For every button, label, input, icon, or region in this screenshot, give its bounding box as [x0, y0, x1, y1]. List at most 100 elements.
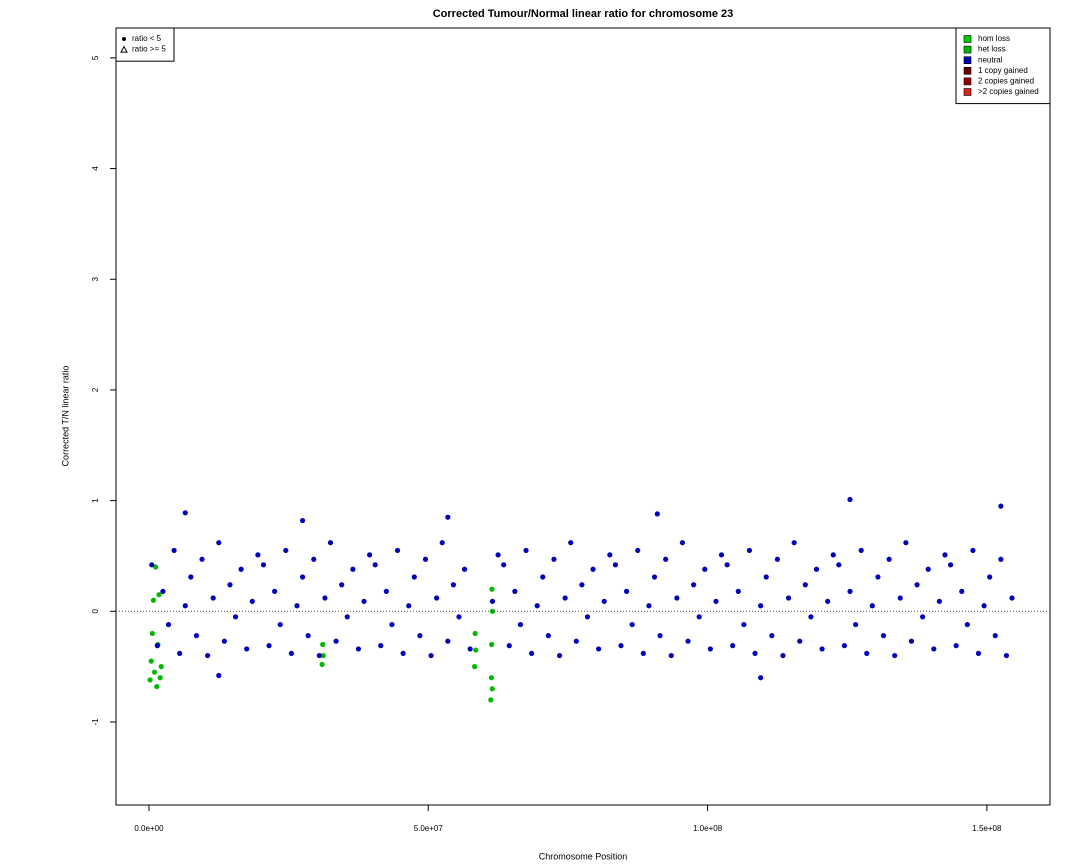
data-point — [149, 562, 155, 568]
data-point — [428, 652, 434, 659]
data-point — [400, 650, 406, 656]
data-point — [501, 562, 507, 568]
legend-label: het loss — [978, 45, 1006, 54]
legend-label: >2 copies gained — [978, 87, 1039, 96]
x-tick-label: 1.0e+08 — [693, 824, 723, 833]
data-point — [864, 650, 870, 656]
data-point — [157, 675, 163, 681]
data-point — [277, 621, 283, 628]
data-point — [797, 638, 803, 644]
data-point — [319, 661, 325, 668]
data-point — [920, 614, 926, 620]
data-point — [562, 595, 568, 601]
data-point — [283, 547, 289, 554]
data-point — [942, 552, 948, 558]
data-point — [780, 652, 786, 659]
data-point — [685, 638, 691, 644]
data-point — [488, 697, 494, 703]
data-point — [568, 540, 574, 546]
data-point — [590, 566, 596, 572]
data-point — [199, 556, 205, 562]
data-point — [908, 638, 915, 644]
data-point — [238, 566, 244, 572]
legend-label: hom loss — [978, 34, 1010, 43]
data-point — [383, 588, 389, 594]
legend-label: ratio < 5 — [132, 34, 162, 43]
data-point — [249, 598, 255, 604]
data-point — [489, 641, 495, 648]
data-point — [311, 556, 317, 562]
data-point — [158, 664, 164, 670]
data-point — [461, 566, 468, 572]
data-point — [618, 643, 624, 649]
data-point — [931, 646, 937, 652]
data-point — [221, 638, 227, 644]
data-point — [758, 675, 764, 681]
data-point — [322, 595, 328, 601]
data-point — [679, 540, 686, 546]
data-point — [473, 647, 479, 653]
legend-label: 1 copy gained — [978, 66, 1028, 75]
data-point — [488, 675, 494, 681]
data-point — [495, 552, 501, 558]
data-point — [975, 650, 982, 656]
data-point — [445, 638, 451, 644]
data-point — [299, 517, 306, 524]
data-point — [992, 633, 998, 639]
data-point — [819, 646, 825, 652]
data-point — [288, 650, 295, 656]
data-point — [741, 621, 747, 628]
data-point — [540, 574, 546, 580]
data-point — [367, 552, 373, 558]
data-point — [355, 646, 362, 652]
data-point — [998, 556, 1004, 562]
legend-marker — [122, 37, 126, 41]
data-point — [467, 646, 473, 652]
data-point — [702, 566, 708, 572]
data-point — [193, 633, 200, 639]
legend-label: neutral — [978, 55, 1003, 64]
data-point — [188, 574, 194, 580]
data-point — [450, 582, 457, 588]
data-point — [205, 652, 211, 659]
data-point — [272, 588, 278, 594]
data-point — [260, 562, 267, 568]
data-point — [601, 598, 607, 604]
data-point — [232, 614, 239, 620]
data-point — [880, 633, 887, 639]
y-tick-label: 2 — [91, 387, 100, 392]
data-point — [825, 598, 831, 604]
data-point — [730, 643, 736, 649]
data-point — [953, 643, 959, 649]
data-point — [445, 514, 451, 520]
data-point — [1003, 652, 1010, 659]
data-point — [735, 588, 741, 594]
data-point — [378, 643, 384, 649]
data-point — [150, 597, 157, 603]
data-point — [947, 562, 954, 568]
data-point — [489, 598, 496, 604]
data-point — [177, 650, 183, 656]
data-point — [640, 650, 646, 656]
y-tick-label: 3 — [91, 276, 100, 281]
data-point — [970, 547, 976, 554]
data-point — [629, 621, 635, 628]
data-point — [545, 633, 551, 639]
data-point — [266, 643, 272, 649]
data-point — [886, 556, 892, 562]
data-point — [551, 556, 557, 562]
data-point — [216, 540, 222, 546]
data-point — [344, 614, 350, 620]
data-point — [651, 574, 658, 580]
data-point — [579, 582, 585, 588]
data-point — [422, 556, 429, 562]
data-point — [411, 574, 417, 580]
data-point — [149, 630, 155, 637]
data-point — [472, 664, 478, 670]
data-point — [394, 547, 401, 554]
data-point — [841, 643, 848, 649]
data-point — [320, 652, 326, 659]
data-point — [853, 621, 859, 628]
data-point — [182, 510, 188, 516]
data-point — [255, 552, 261, 558]
